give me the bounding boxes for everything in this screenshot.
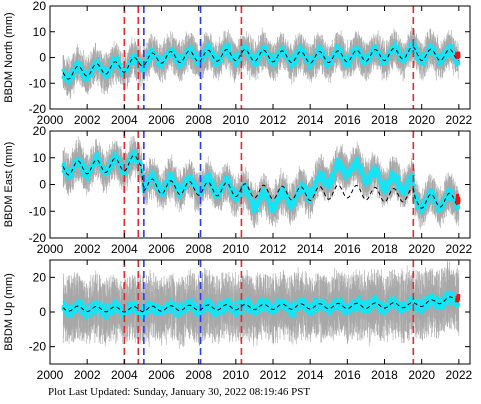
x-tick-label: 2020 — [408, 242, 435, 256]
y-tick-label: 20 — [33, 0, 47, 13]
panel-3: 2000 2002 2004 2006 2008 2010 2012 2014 2016 2018… — [3, 259, 473, 382]
x-tick-label: 2012 — [260, 368, 287, 382]
x-tick-label: 2004 — [111, 368, 138, 382]
x-tick-label: 2002 — [74, 113, 101, 127]
y-tick-label: 0 — [39, 178, 46, 192]
y-tick-label: -20 — [29, 102, 47, 116]
last-updated-footer: Plot Last Updated: Sunday, January 30, 2… — [48, 386, 311, 398]
y-axis-label: BBDM Up (mm) — [3, 273, 15, 351]
x-tick-label: 2010 — [222, 113, 249, 127]
error-bars — [62, 26, 460, 100]
plot-area — [61, 260, 461, 364]
x-tick-label: 2000 — [37, 113, 64, 127]
x-tick-label: 2008 — [185, 368, 212, 382]
observations — [61, 148, 461, 215]
x-tick-label: 2000 — [37, 368, 64, 382]
x-tick-label: 2016 — [334, 368, 361, 382]
y-tick-label: 0 — [39, 51, 46, 65]
model-curve — [62, 296, 459, 313]
y-tick-label: -20 — [29, 231, 47, 245]
x-tick-label: 2002 — [74, 242, 101, 256]
x-tick-label: 2014 — [297, 242, 324, 256]
x-tick-label: 2008 — [185, 242, 212, 256]
y-tick-label: 20 — [33, 124, 47, 138]
y-tick-label: -20 — [29, 340, 47, 354]
y-axis-label: BBDM North (mm) — [3, 12, 15, 102]
y-axis-label: BBDM East (mm) — [3, 142, 15, 228]
model-curve — [62, 155, 459, 209]
model-curve — [62, 46, 459, 80]
x-tick-label: 2018 — [371, 368, 398, 382]
y-tick-label: 10 — [33, 151, 47, 165]
panel-1: 2000 2002 2004 2006 2008 2010 2012 2014 2016 2018… — [3, 0, 473, 127]
x-tick-label: 2018 — [371, 113, 398, 127]
y-tick-label: -10 — [29, 76, 47, 90]
x-tick-label: 2012 — [260, 242, 287, 256]
x-tick-label: 2014 — [297, 368, 324, 382]
x-tick-label: 2004 — [111, 113, 138, 127]
x-tick-label: 2002 — [74, 368, 101, 382]
x-tick-label: 2006 — [148, 113, 175, 127]
x-tick-label: 2022 — [445, 242, 472, 256]
y-tick-label: 0 — [39, 305, 46, 319]
latest-points — [455, 193, 461, 205]
latest-points — [455, 294, 461, 303]
y-tick-label: -10 — [29, 204, 47, 218]
y-tick-label: 10 — [33, 25, 47, 39]
x-tick-label: 2022 — [445, 113, 472, 127]
x-tick-label: 2016 — [334, 242, 361, 256]
x-tick-label: 2016 — [334, 113, 361, 127]
x-tick-label: 2008 — [185, 113, 212, 127]
x-tick-label: 2022 — [445, 368, 472, 382]
x-tick-label: 2004 — [111, 242, 138, 256]
x-tick-label: 2012 — [260, 113, 287, 127]
x-tick-label: 2000 — [37, 242, 64, 256]
plot-area — [61, 6, 461, 109]
x-tick-label: 2014 — [297, 113, 324, 127]
plot-area — [61, 131, 461, 238]
x-tick-label: 2018 — [371, 242, 398, 256]
x-tick-label: 2006 — [148, 242, 175, 256]
x-tick-label: 2010 — [222, 242, 249, 256]
y-tick-label: 20 — [33, 270, 47, 284]
x-tick-label: 2010 — [222, 368, 249, 382]
x-tick-label: 2020 — [408, 113, 435, 127]
panel-2: 2000 2002 2004 2006 2008 2010 2012 2014 2016 2018… — [3, 124, 473, 256]
x-tick-label: 2006 — [148, 368, 175, 382]
x-tick-label: 2020 — [408, 368, 435, 382]
latest-points — [455, 51, 461, 60]
